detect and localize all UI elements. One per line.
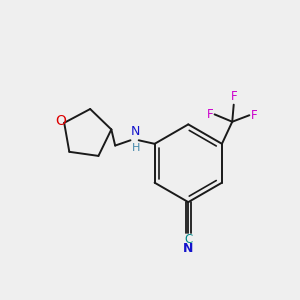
- Text: F: F: [250, 109, 257, 122]
- Text: N: N: [183, 242, 194, 256]
- Text: F: F: [230, 91, 237, 103]
- Text: C: C: [184, 233, 192, 246]
- Text: N: N: [131, 125, 140, 138]
- Text: F: F: [207, 108, 213, 121]
- Text: O: O: [55, 114, 66, 128]
- Text: H: H: [132, 142, 140, 153]
